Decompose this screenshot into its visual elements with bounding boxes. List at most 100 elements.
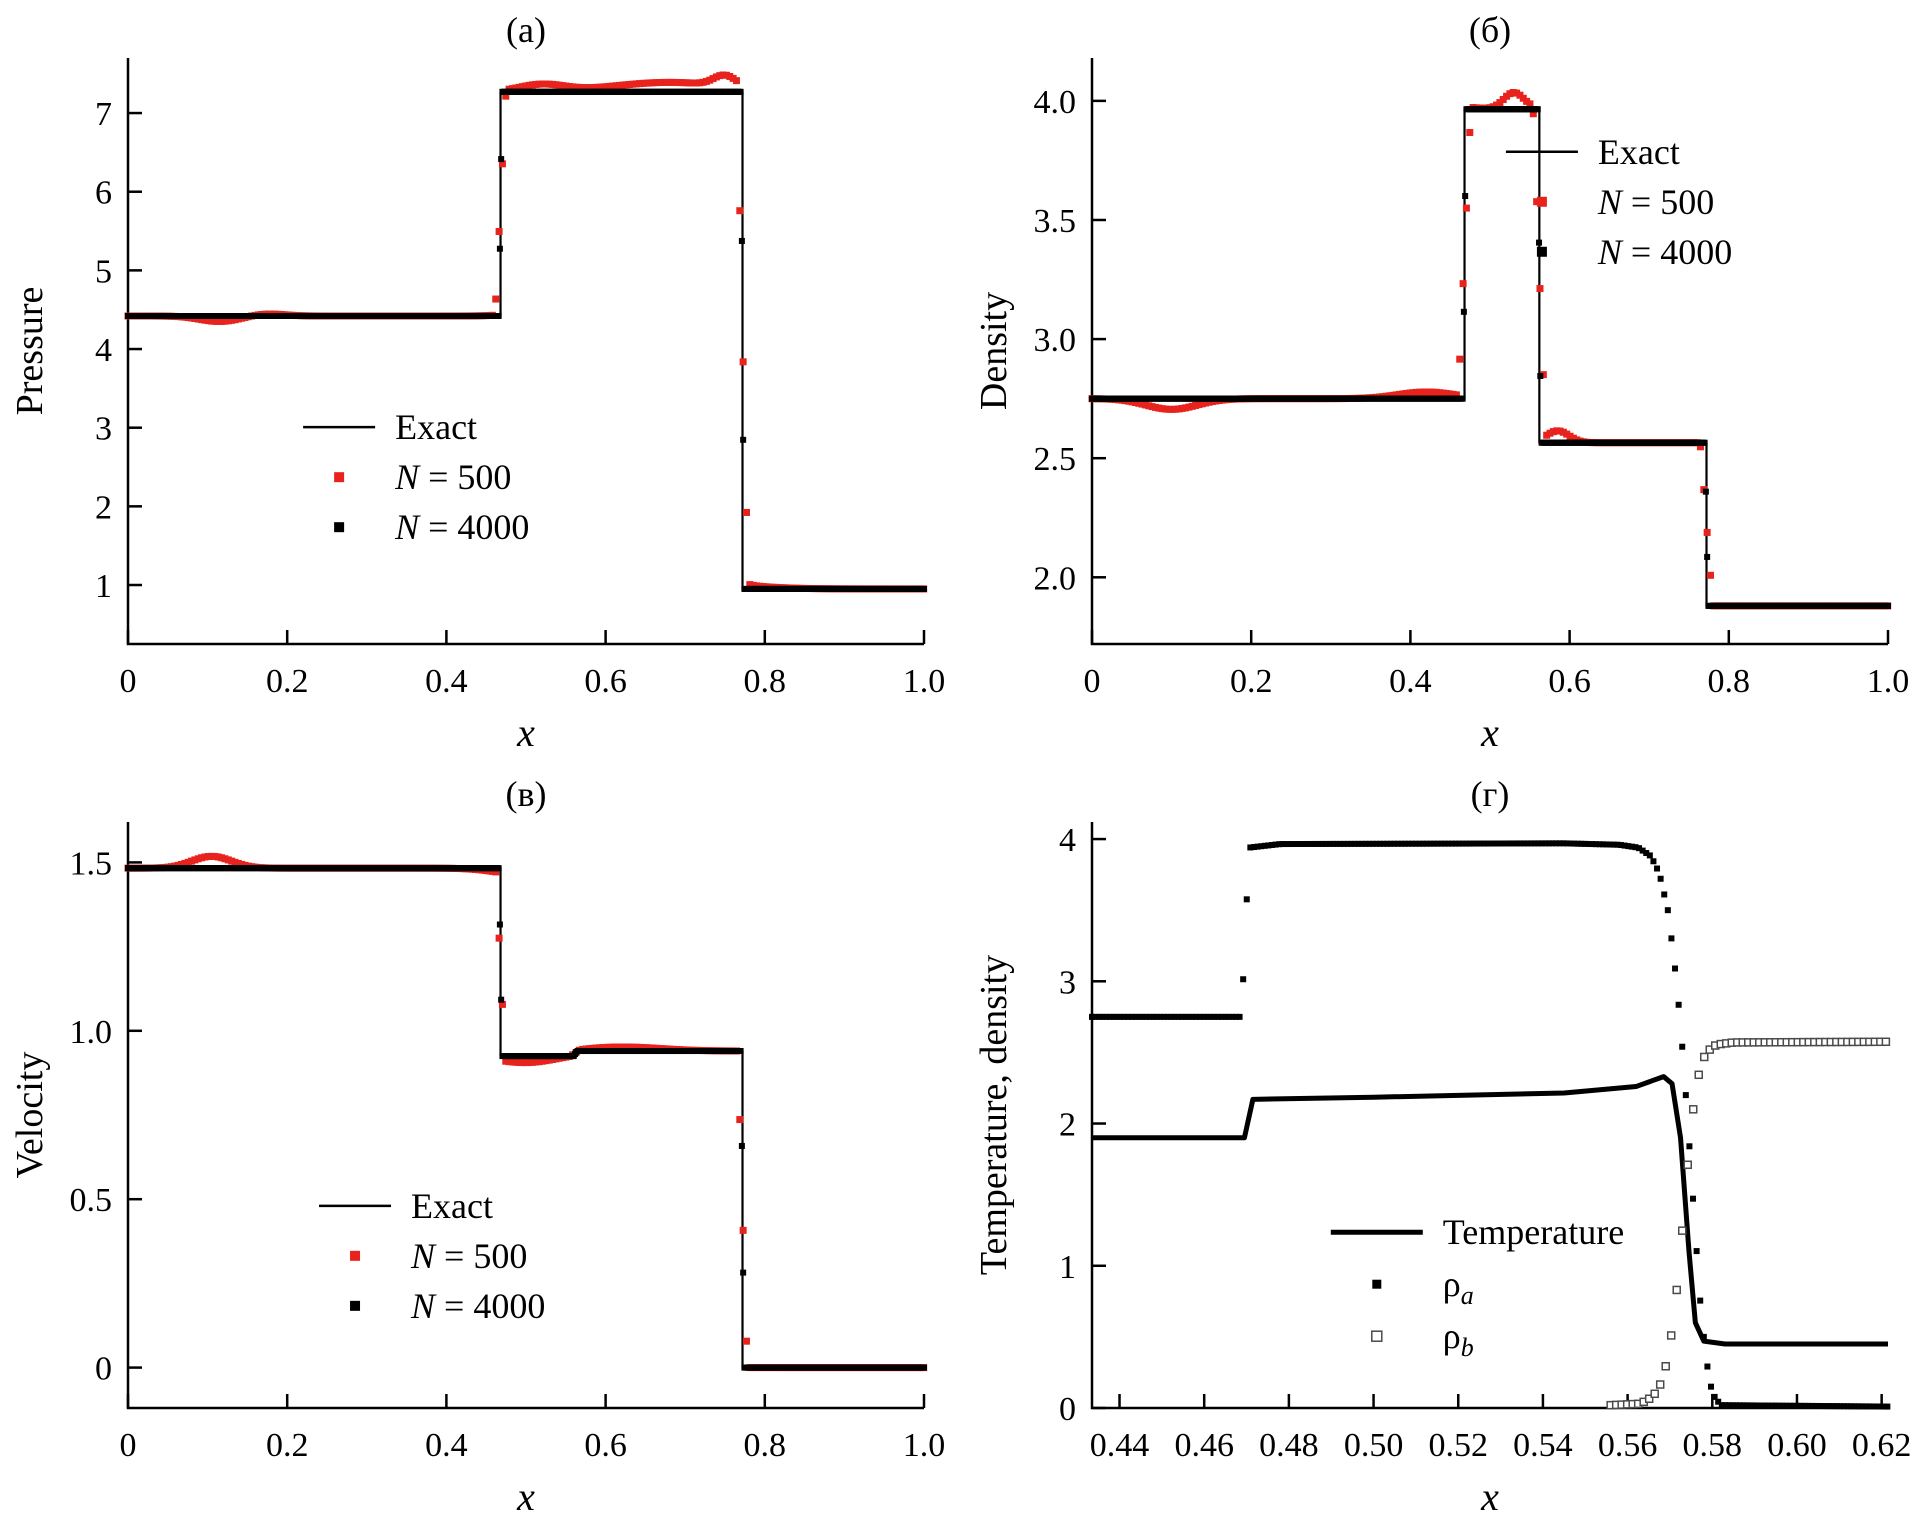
legend-marker-sample	[350, 1250, 361, 1261]
legend-label: ρa	[1443, 1264, 1474, 1310]
y-tick-label: 4	[1059, 822, 1076, 859]
legend-marker-sample	[1536, 196, 1547, 207]
x-tick-label: 0.62	[1852, 1427, 1912, 1464]
y-axis-label: Velocity	[9, 1052, 51, 1179]
x-tick-label: 0.58	[1683, 1427, 1743, 1464]
legend-label: N = 500	[410, 1236, 527, 1276]
x-tick-label: 0	[120, 663, 137, 700]
x-tick-label: 0.54	[1513, 1427, 1573, 1464]
legend-marker-sample	[1371, 1330, 1383, 1342]
y-tick-label: 3.5	[1034, 203, 1077, 240]
x-axis-label: x	[1480, 1474, 1499, 1519]
axes: 0 0.2 0.4 0.6 0.8 1.0 2.0 2.5 3.0 3.5 4.0 x Density (…	[973, 10, 1909, 755]
x-tick-label: 0.4	[425, 663, 468, 700]
x-tick-label: 0.6	[584, 663, 627, 700]
y-tick-label: 7	[95, 96, 112, 133]
legend-marker-sample	[350, 1300, 361, 1311]
panel-title: (а)	[506, 10, 546, 50]
legend-label: Exact	[395, 407, 477, 447]
x-tick-label: 0.2	[266, 663, 309, 700]
y-tick-label: 0.5	[70, 1182, 113, 1219]
y-tick-label: 3.0	[1034, 322, 1077, 359]
x-tick-label: 0.50	[1344, 1427, 1404, 1464]
x-tick-label: 0	[1084, 663, 1101, 700]
x-tick-label: 0.46	[1174, 1427, 1234, 1464]
chart-velocity: 0 0.2 0.4 0.6 0.8 1.0 0 0.5 1.0 1.5 x Velocity (в) Ex…	[9, 774, 945, 1519]
x-tick-label: 1.0	[903, 1427, 946, 1464]
chart-temperature-density: 0.44 0.46 0.48 0.50 0.52 0.54 0.56 0.58 0.60 0.62…	[973, 774, 1912, 1519]
legend-marker-sample	[1536, 246, 1547, 257]
x-tick-label: 1.0	[903, 663, 946, 700]
series-n-4000	[125, 865, 927, 1371]
x-tick-label: 0.44	[1090, 1427, 1150, 1464]
legend: Exact N = 500 N = 4000	[319, 1186, 545, 1326]
series--b	[1606, 1037, 1891, 1410]
y-tick-label: 2.0	[1034, 560, 1077, 597]
panel-temperature-density: 0.44 0.46 0.48 0.50 0.52 0.54 0.56 0.58 0.60 0.62…	[964, 764, 1928, 1528]
x-axis-label: x	[516, 1474, 535, 1519]
x-tick-label: 0.48	[1259, 1427, 1319, 1464]
series-exact	[1092, 108, 1888, 607]
chart-density: 0 0.2 0.4 0.6 0.8 1.0 2.0 2.5 3.0 3.5 4.0 x Density (…	[973, 10, 1909, 755]
x-axis-label: x	[1480, 710, 1499, 755]
panel-title: (б)	[1469, 10, 1511, 50]
x-tick-label: 0.4	[425, 1427, 468, 1464]
series-n-4000	[125, 88, 927, 592]
x-tick-label: 0.8	[1708, 663, 1751, 700]
legend-label: N = 4000	[1597, 232, 1732, 272]
legend-label: ρb	[1443, 1316, 1474, 1362]
panel-pressure: 0 0.2 0.4 0.6 0.8 1.0 1 2 3 4 5 6 7 x Pressure (а) Exact…	[0, 0, 964, 764]
legend-label: N = 4000	[394, 507, 529, 547]
x-axis-label: x	[516, 710, 535, 755]
y-tick-label: 2	[95, 489, 112, 526]
legend-marker-sample	[1372, 1279, 1382, 1289]
x-tick-label: 0.2	[1230, 663, 1273, 700]
x-tick-label: 0.8	[744, 1427, 787, 1464]
y-tick-label: 5	[95, 253, 112, 290]
x-tick-label: 0.8	[744, 663, 787, 700]
y-tick-label: 0	[1059, 1391, 1076, 1428]
y-axis-label: Pressure	[9, 287, 51, 416]
x-tick-label: 0.56	[1598, 1427, 1658, 1464]
legend-label: N = 500	[394, 457, 511, 497]
y-tick-label: 1	[1059, 1249, 1076, 1286]
y-tick-label: 2	[1059, 1107, 1076, 1144]
legend-marker-sample	[334, 472, 345, 483]
series-temperature	[1092, 1074, 1888, 1347]
x-tick-label: 0.4	[1389, 663, 1432, 700]
legend: Exact N = 500 N = 4000	[1505, 132, 1732, 272]
legend-label: Exact	[1598, 132, 1680, 172]
panel-title: (г)	[1471, 774, 1510, 814]
x-tick-label: 0.2	[266, 1427, 309, 1464]
legend: Exact N = 500 N = 4000	[303, 407, 529, 547]
y-axis-label: Density	[973, 292, 1015, 410]
y-tick-label: 1	[95, 568, 112, 605]
x-tick-label: 0.52	[1428, 1427, 1488, 1464]
y-tick-label: 1.0	[70, 1014, 113, 1051]
x-tick-label: 0	[120, 1427, 137, 1464]
legend: Temperature ρa ρb	[1330, 1212, 1624, 1362]
y-tick-label: 3	[1059, 964, 1076, 1001]
y-axis-label: Temperature, density	[973, 955, 1015, 1275]
series--a	[1089, 840, 1891, 1410]
y-tick-label: 4	[95, 332, 112, 369]
y-tick-label: 6	[95, 175, 112, 212]
legend-marker-sample	[334, 522, 345, 533]
x-tick-label: 1.0	[1867, 663, 1910, 700]
x-tick-label: 0.6	[584, 1427, 627, 1464]
legend-label: Temperature	[1443, 1212, 1624, 1252]
x-tick-label: 0.60	[1767, 1427, 1827, 1464]
y-tick-label: 1.5	[70, 845, 113, 882]
series-n-4000	[1089, 106, 1891, 609]
legend-label: N = 4000	[410, 1286, 545, 1326]
legend-label: N = 500	[1597, 182, 1714, 222]
axes: 0 0.2 0.4 0.6 0.8 1.0 1 2 3 4 5 6 7 x Pressure (а)	[9, 10, 945, 755]
panel-density: 0 0.2 0.4 0.6 0.8 1.0 2.0 2.5 3.0 3.5 4.0 x Density (…	[964, 0, 1928, 764]
panel-velocity: 0 0.2 0.4 0.6 0.8 1.0 0 0.5 1.0 1.5 x Velocity (в) Ex…	[0, 764, 964, 1528]
y-tick-label: 3	[95, 411, 112, 448]
series-n-500	[1088, 89, 1892, 610]
y-tick-label: 4.0	[1034, 84, 1077, 121]
legend-label: Exact	[411, 1186, 493, 1226]
chart-pressure: 0 0.2 0.4 0.6 0.8 1.0 1 2 3 4 5 6 7 x Pressure (а) Exact…	[9, 10, 945, 755]
axes: 0 0.2 0.4 0.6 0.8 1.0 0 0.5 1.0 1.5 x Velocity (в)	[9, 774, 945, 1519]
